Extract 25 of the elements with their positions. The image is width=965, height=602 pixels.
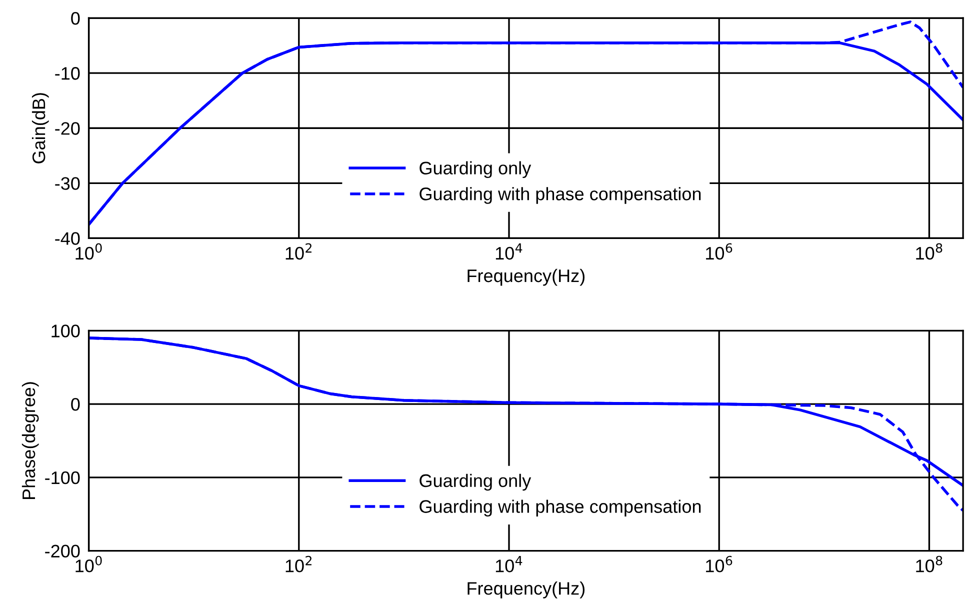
legend-label: Guarding only <box>420 161 532 178</box>
x-tick-label: 10$^{8}$ <box>916 243 942 260</box>
y-tick-label: -10 <box>55 67 80 80</box>
x-tick-label: 10$^{2}$ <box>286 556 312 572</box>
y-tick-label: -20 <box>55 122 80 135</box>
y-tick-label: -200 <box>45 544 80 558</box>
x-tick-label: 10$^{6}$ <box>706 243 732 260</box>
x-axis-title: Frequency(Hz) <box>468 582 585 598</box>
x-tick-label: 10$^{8}$ <box>916 556 942 572</box>
y-axis-title: Phase(degree) <box>22 382 39 499</box>
y-axis-title: Gain(dB) <box>32 93 49 164</box>
y-tick-label: -40 <box>55 232 80 245</box>
x-tick-label: 10$^{4}$ <box>496 243 522 260</box>
legend-label: Guarding only <box>420 474 532 491</box>
legend-label: Guarding with phase compensation <box>420 187 701 204</box>
legend-label: Guarding with phase compensation <box>420 500 701 517</box>
y-tick-label: 100 <box>52 324 80 338</box>
x-axis-title: Frequency(Hz) <box>468 268 585 286</box>
y-tick-label: 0 <box>71 12 80 25</box>
y-tick-label: 0 <box>71 398 80 411</box>
y-tick-label: -100 <box>45 471 80 484</box>
x-tick-label: 10$^{2}$ <box>286 243 312 260</box>
x-tick-label: 10$^{6}$ <box>706 556 732 572</box>
x-tick-label: 10$^{4}$ <box>496 556 522 572</box>
y-tick-label: -30 <box>55 177 80 190</box>
